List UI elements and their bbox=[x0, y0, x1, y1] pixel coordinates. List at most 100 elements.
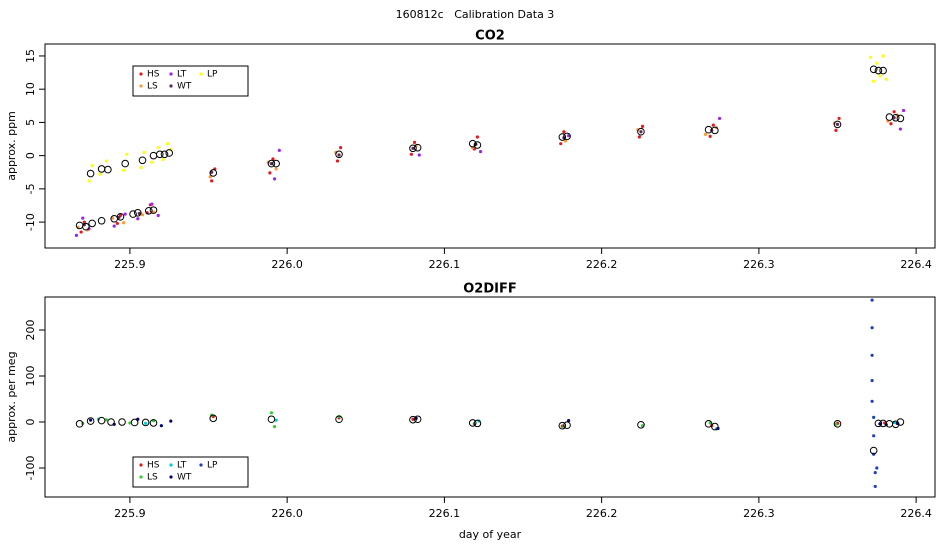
data-point bbox=[140, 213, 145, 217]
x-tick-label: 226.2 bbox=[586, 258, 618, 271]
data-point bbox=[870, 378, 874, 383]
data-point bbox=[210, 170, 214, 174]
mean-marker bbox=[335, 415, 343, 424]
mean-marker bbox=[879, 66, 887, 75]
data-point bbox=[89, 418, 93, 422]
data-point bbox=[872, 415, 876, 420]
mean-marker bbox=[130, 418, 139, 427]
legend-label: LP bbox=[207, 461, 218, 471]
data-point bbox=[337, 153, 341, 157]
data-point bbox=[277, 148, 281, 152]
legend-swatch bbox=[169, 84, 173, 88]
data-point bbox=[559, 142, 563, 146]
data-point bbox=[104, 159, 108, 163]
data-point bbox=[834, 422, 838, 426]
mean-marker bbox=[563, 421, 571, 430]
mean-marker bbox=[267, 415, 276, 424]
mean-marker bbox=[711, 422, 719, 431]
data-point bbox=[144, 421, 148, 425]
legend-label: HS bbox=[147, 461, 160, 471]
y-tick-label: 10 bbox=[24, 82, 37, 96]
legend-label: HS bbox=[147, 70, 160, 80]
mean-marker bbox=[121, 159, 129, 168]
x-tick-label: 226.0 bbox=[271, 258, 303, 271]
data-point bbox=[870, 326, 874, 330]
mean-marker bbox=[107, 418, 115, 426]
mean-marker bbox=[637, 420, 645, 429]
data-point bbox=[567, 134, 571, 138]
mean-marker bbox=[468, 139, 477, 148]
mean-marker bbox=[138, 156, 147, 165]
data-point bbox=[166, 142, 170, 146]
data-point bbox=[156, 213, 160, 218]
data-point bbox=[475, 135, 480, 139]
data-point bbox=[870, 353, 874, 357]
data-point bbox=[873, 471, 877, 475]
legend-swatch bbox=[169, 463, 173, 467]
y-tick-label: 0 bbox=[24, 152, 37, 159]
data-point bbox=[881, 54, 885, 58]
legend-swatch bbox=[199, 463, 203, 467]
mean-marker bbox=[75, 420, 84, 428]
data-point bbox=[868, 55, 873, 59]
mean-marker bbox=[833, 420, 842, 428]
panel-title: O2DIFF bbox=[463, 282, 517, 297]
legend-label: WT bbox=[177, 473, 192, 483]
data-point bbox=[208, 175, 212, 179]
data-point bbox=[274, 167, 278, 171]
mean-marker bbox=[118, 418, 126, 426]
y-axis-label: approx. ppm bbox=[5, 111, 18, 181]
y-tick-label: -10 bbox=[24, 213, 37, 231]
x-axis-label: day of year bbox=[459, 528, 522, 541]
data-point bbox=[478, 150, 483, 154]
data-point bbox=[210, 179, 214, 183]
mean-marker bbox=[473, 141, 482, 149]
data-point bbox=[901, 108, 906, 113]
y-tick-label: 15 bbox=[24, 49, 37, 63]
y-tick-label: 5 bbox=[24, 119, 37, 126]
mean-marker bbox=[473, 419, 482, 428]
mean-marker bbox=[97, 165, 106, 173]
data-point bbox=[150, 160, 154, 164]
mean-marker bbox=[896, 418, 905, 426]
data-point bbox=[834, 128, 838, 132]
data-point bbox=[711, 123, 715, 127]
mean-marker bbox=[129, 210, 137, 218]
mean-marker bbox=[86, 417, 95, 425]
y-tick-label: 200 bbox=[24, 319, 37, 340]
x-tick-label: 226.4 bbox=[900, 258, 932, 271]
mean-marker bbox=[82, 222, 90, 231]
mean-marker bbox=[413, 143, 422, 152]
data-point bbox=[878, 74, 882, 78]
data-point bbox=[79, 230, 83, 234]
legend-box bbox=[132, 456, 249, 488]
data-point bbox=[640, 124, 645, 128]
mean-marker bbox=[97, 216, 106, 225]
data-point bbox=[274, 418, 278, 422]
plot-frame bbox=[44, 296, 936, 498]
data-point bbox=[117, 215, 121, 220]
data-point bbox=[637, 135, 641, 139]
x-tick-label: 226.2 bbox=[586, 507, 618, 520]
mean-marker bbox=[267, 159, 276, 168]
data-point bbox=[335, 159, 340, 163]
mean-marker bbox=[869, 446, 878, 455]
data-point bbox=[892, 110, 896, 114]
mean-marker bbox=[104, 165, 112, 174]
mean-marker bbox=[88, 219, 96, 228]
data-point bbox=[870, 298, 874, 302]
data-point bbox=[159, 424, 163, 428]
mean-marker bbox=[149, 419, 158, 427]
mean-marker bbox=[335, 150, 343, 159]
page-title: 160812c Calibration Data 3 bbox=[396, 8, 555, 21]
data-point bbox=[123, 212, 127, 216]
data-point bbox=[125, 152, 129, 156]
legend-swatch bbox=[199, 72, 203, 76]
data-point bbox=[417, 153, 421, 157]
data-point bbox=[82, 220, 86, 224]
mean-marker bbox=[97, 416, 106, 425]
x-tick-label: 226.4 bbox=[900, 507, 932, 520]
legend-swatch bbox=[139, 84, 143, 88]
data-point bbox=[268, 171, 272, 175]
data-point bbox=[139, 165, 143, 170]
